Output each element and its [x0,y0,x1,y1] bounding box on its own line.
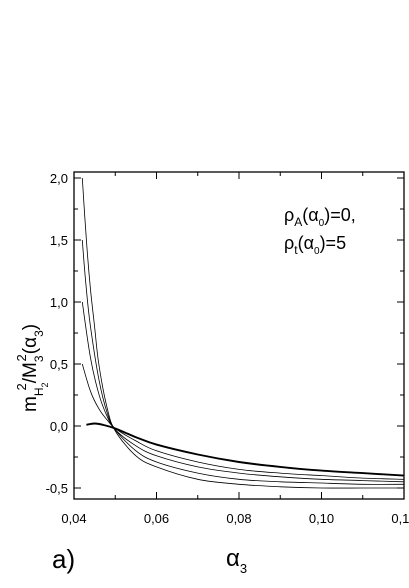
axis-ticks [73,172,405,499]
y-tick-label: 0,0 [50,419,68,434]
series-group [81,177,405,489]
series-line-4 [81,239,405,485]
annotation-line-1: ρA(α0)=0, [284,205,356,229]
y-tick-label: 0,5 [50,357,68,372]
series-line-3 [81,301,405,483]
x-tick-label: 0,10 [309,511,334,526]
y-tick-label: 1,0 [50,295,68,310]
series-line-5 [81,177,404,489]
x-axis-label: α3 [226,545,247,576]
x-tick-label: 0,08 [226,511,251,526]
series-line-2 [81,363,405,480]
x-tick-label: 0,12 [391,511,409,526]
y-tick-label: -0,5 [46,481,68,496]
x-tick-label: 0,06 [144,511,169,526]
tick-labels: 0,04 0,06 0,08 0,10 0,12 2,0 1,5 1,0 0,5 0,0 -0,5 [46,171,409,526]
y-axis-label: mH22/M32(α3) [14,324,50,412]
y-tick-label: 2,0 [50,171,68,186]
series-line-1 [86,422,405,477]
y-tick-label: 1,5 [50,233,68,248]
panel-label: a) [52,544,75,574]
x-tick-label: 0,04 [61,511,86,526]
annotation-line-2: ρt(α0)=5 [284,233,346,257]
